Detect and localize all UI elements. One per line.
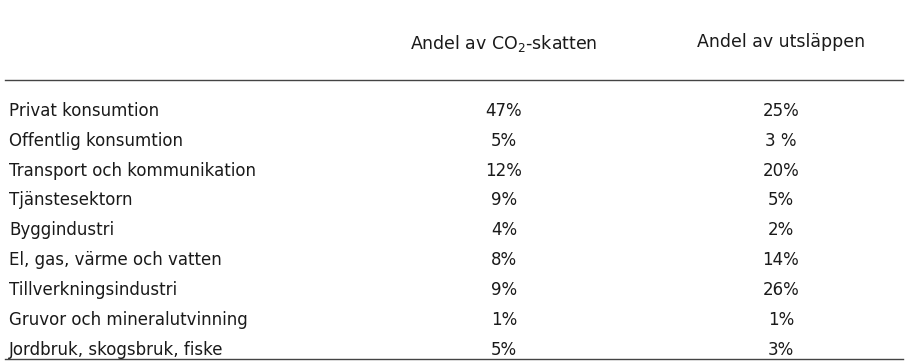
- Text: 3%: 3%: [768, 341, 794, 359]
- Text: Andel av CO$_2$-skatten: Andel av CO$_2$-skatten: [410, 33, 597, 54]
- Text: Gruvor och mineralutvinning: Gruvor och mineralutvinning: [9, 311, 248, 329]
- Text: 3 %: 3 %: [765, 132, 796, 150]
- Text: Byggindustri: Byggindustri: [9, 221, 114, 239]
- Text: 4%: 4%: [491, 221, 517, 239]
- Text: Andel av utsläppen: Andel av utsläppen: [696, 33, 865, 51]
- Text: 47%: 47%: [486, 102, 522, 120]
- Text: Tjänstesektorn: Tjänstesektorn: [9, 191, 133, 209]
- Text: Jordbruk, skogsbruk, fiske: Jordbruk, skogsbruk, fiske: [9, 341, 223, 359]
- Text: 5%: 5%: [768, 191, 794, 209]
- Text: 8%: 8%: [491, 251, 517, 269]
- Text: 1%: 1%: [491, 311, 517, 329]
- Text: Privat konsumtion: Privat konsumtion: [9, 102, 159, 120]
- Text: 2%: 2%: [768, 221, 794, 239]
- Text: Transport och kommunikation: Transport och kommunikation: [9, 162, 256, 179]
- Text: Offentlig konsumtion: Offentlig konsumtion: [9, 132, 183, 150]
- Text: 20%: 20%: [763, 162, 799, 179]
- Text: Tillverkningsindustri: Tillverkningsindustri: [9, 281, 177, 299]
- Text: 26%: 26%: [763, 281, 799, 299]
- Text: 12%: 12%: [486, 162, 522, 179]
- Text: 14%: 14%: [763, 251, 799, 269]
- Text: El, gas, värme och vatten: El, gas, värme och vatten: [9, 251, 222, 269]
- Text: 5%: 5%: [491, 341, 517, 359]
- Text: 9%: 9%: [491, 281, 517, 299]
- Text: 25%: 25%: [763, 102, 799, 120]
- Text: 9%: 9%: [491, 191, 517, 209]
- Text: 1%: 1%: [768, 311, 794, 329]
- Text: 5%: 5%: [491, 132, 517, 150]
